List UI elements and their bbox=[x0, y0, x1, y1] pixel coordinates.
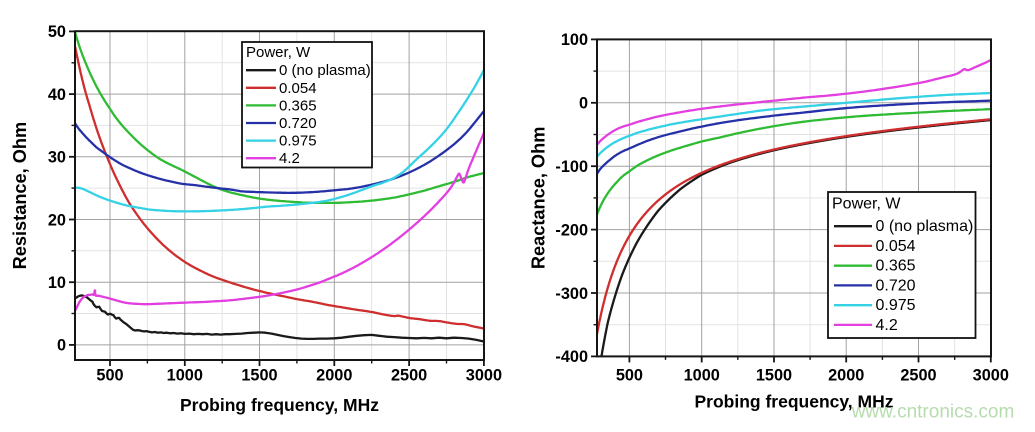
svg-text:0 (no plasma): 0 (no plasma) bbox=[279, 62, 371, 79]
svg-text:1000: 1000 bbox=[684, 367, 720, 385]
svg-text:3000: 3000 bbox=[466, 367, 502, 385]
svg-text:2500: 2500 bbox=[391, 367, 427, 385]
svg-text:2000: 2000 bbox=[316, 367, 352, 385]
svg-text:4.2: 4.2 bbox=[876, 317, 898, 334]
svg-text:1500: 1500 bbox=[241, 367, 277, 385]
svg-text:www.cntronics.com: www.cntronics.com bbox=[851, 402, 1015, 423]
svg-text:0 (no plasma): 0 (no plasma) bbox=[876, 218, 974, 235]
svg-text:2000: 2000 bbox=[828, 367, 864, 385]
svg-text:-400: -400 bbox=[555, 348, 588, 366]
svg-text:-300: -300 bbox=[555, 285, 588, 303]
svg-text:0: 0 bbox=[57, 337, 66, 355]
svg-text:1000: 1000 bbox=[167, 367, 203, 385]
svg-text:0.365: 0.365 bbox=[279, 97, 317, 114]
svg-text:Resistance, Ohm: Resistance, Ohm bbox=[10, 122, 30, 270]
svg-text:0.054: 0.054 bbox=[876, 238, 916, 255]
svg-text:10: 10 bbox=[48, 274, 66, 292]
svg-text:500: 500 bbox=[616, 367, 643, 385]
svg-text:Probing frequency, MHz: Probing frequency, MHz bbox=[695, 392, 894, 412]
svg-text:20: 20 bbox=[48, 211, 66, 229]
svg-text:0.054: 0.054 bbox=[279, 80, 317, 97]
svg-text:0.975: 0.975 bbox=[876, 297, 916, 314]
svg-text:0.720: 0.720 bbox=[876, 277, 916, 294]
svg-text:3000: 3000 bbox=[973, 367, 1009, 385]
svg-text:30: 30 bbox=[48, 149, 66, 167]
svg-text:Reactance, Ohm: Reactance, Ohm bbox=[529, 127, 549, 270]
svg-text:0: 0 bbox=[579, 95, 588, 113]
svg-text:-200: -200 bbox=[555, 221, 588, 239]
svg-text:0.975: 0.975 bbox=[279, 133, 317, 150]
svg-text:Power, W: Power, W bbox=[832, 196, 901, 213]
svg-text:100: 100 bbox=[561, 31, 588, 49]
svg-text:4.2: 4.2 bbox=[279, 150, 300, 167]
svg-text:500: 500 bbox=[96, 367, 123, 385]
svg-text:1500: 1500 bbox=[756, 367, 792, 385]
svg-text:0.365: 0.365 bbox=[876, 258, 916, 275]
svg-text:0.720: 0.720 bbox=[279, 115, 317, 132]
svg-text:Probing frequency, MHz: Probing frequency, MHz bbox=[180, 395, 379, 415]
svg-text:2500: 2500 bbox=[900, 367, 936, 385]
svg-text:50: 50 bbox=[48, 23, 66, 41]
svg-text:40: 40 bbox=[48, 86, 66, 104]
svg-text:-100: -100 bbox=[555, 158, 588, 176]
svg-text:Power, W: Power, W bbox=[246, 44, 311, 61]
